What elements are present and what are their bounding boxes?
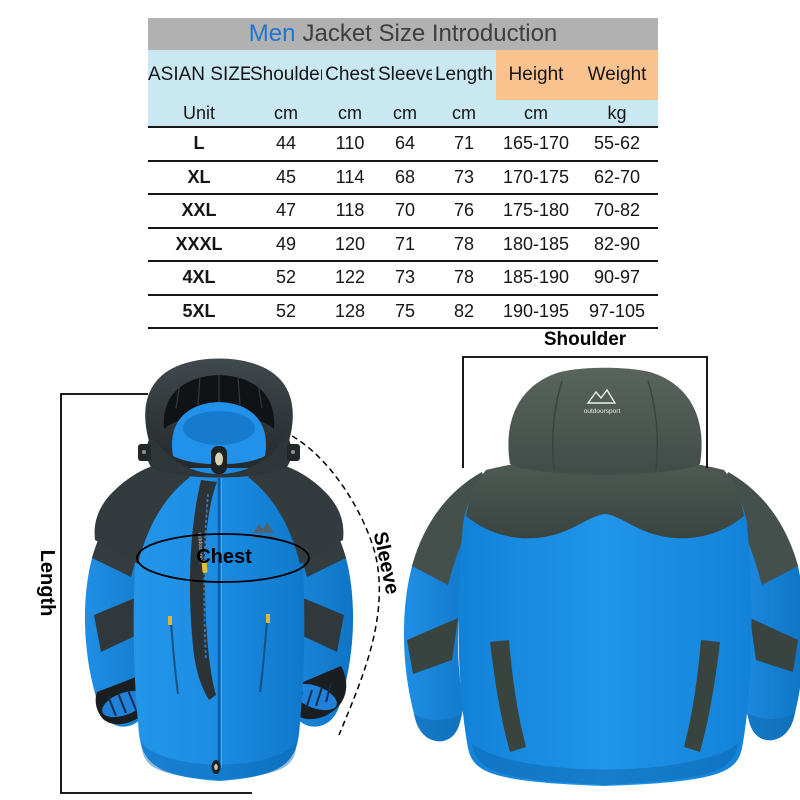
size-label: XL <box>148 160 250 195</box>
cell: 165-170 <box>496 126 576 162</box>
front-center-zipper <box>211 478 222 774</box>
col-header-height: Height <box>496 50 576 100</box>
front-left-shoulder-panel <box>94 463 190 564</box>
table-row: XXXL 49 120 71 78 180-185 82-90 <box>148 227 659 262</box>
cell: 62-70 <box>576 160 659 195</box>
col-header-weight: Weight <box>576 50 659 100</box>
cell: 180-185 <box>496 227 576 262</box>
back-hood: outdoorsport <box>508 367 702 475</box>
cell: 185-190 <box>496 261 576 296</box>
cell: 170-175 <box>496 160 576 195</box>
table-unit-row: Unit cm cm cm cm cm kg <box>148 100 659 127</box>
unit-cell: Unit <box>148 100 250 127</box>
front-hood <box>138 358 300 478</box>
col-header-asian-size: ASIAN SIZE <box>148 50 250 100</box>
chest-measure-label: Chest <box>196 546 252 568</box>
cell: 82-90 <box>576 227 659 262</box>
unit-cell: cm <box>378 100 432 127</box>
mountain-logo-icon <box>586 388 617 404</box>
front-hem-shadow <box>141 742 297 780</box>
length-measure-line <box>60 393 252 794</box>
size-table: Men Jacket Size Introduction ASIAN SIZE S… <box>148 18 659 329</box>
sleeve-measure-dashed-line <box>291 435 381 736</box>
size-label: 4XL <box>148 261 250 296</box>
cell: 55-62 <box>576 126 659 162</box>
cell: 110 <box>322 126 378 162</box>
cell: 97-105 <box>576 294 659 329</box>
cell: 118 <box>322 194 378 229</box>
jacket-back-view: outdoorsport <box>403 367 800 786</box>
col-header-length: Length <box>432 50 496 100</box>
cell: 73 <box>432 160 496 195</box>
cell: 71 <box>378 227 432 262</box>
cell: 52 <box>250 261 322 296</box>
cell: 64 <box>378 126 432 162</box>
back-left-side-panel <box>490 640 526 752</box>
cell: 114 <box>322 160 378 195</box>
cell: 52 <box>250 294 322 329</box>
cell: 190-195 <box>496 294 576 329</box>
size-label: 5XL <box>148 294 250 329</box>
back-body <box>458 476 752 786</box>
chest-stripe-micro-text: outdoorsport <box>196 532 203 564</box>
cell: 78 <box>432 227 496 262</box>
cell: 45 <box>250 160 322 195</box>
cell: 75 <box>378 294 432 329</box>
front-pocket-zips <box>168 614 270 695</box>
unit-cell: cm <box>432 100 496 127</box>
unit-cell: kg <box>576 100 659 127</box>
cell: 122 <box>322 261 378 296</box>
back-yoke <box>466 457 744 539</box>
unit-cell: cm <box>250 100 322 127</box>
cell: 128 <box>322 294 378 329</box>
table-row: XL 45 114 68 73 170-175 62-70 <box>148 160 659 195</box>
length-measure-label: Length <box>36 549 58 617</box>
table-row: 5XL 52 128 75 82 190-195 97-105 <box>148 294 659 329</box>
title-rest: Jacket Size Introduction <box>302 20 558 47</box>
cell: 68 <box>378 160 432 195</box>
table-header-row: ASIAN SIZE Shoulder Chest Sleeve Length … <box>148 50 659 100</box>
col-header-chest: Chest <box>322 50 378 100</box>
measurement-guides <box>60 356 708 794</box>
cell: 71 <box>432 126 496 162</box>
table-title-row: Men Jacket Size Introduction <box>148 18 659 50</box>
cell: 120 <box>322 227 378 262</box>
shoulder-bracket-line <box>462 356 708 468</box>
cell: 175-180 <box>496 194 576 229</box>
title-brand-word: Men <box>248 20 296 47</box>
size-label: L <box>148 126 250 162</box>
back-right-side-panel <box>684 640 720 752</box>
size-label: XXL <box>148 194 250 229</box>
cell: 44 <box>250 126 322 162</box>
chest-measure-ellipse <box>136 533 310 583</box>
cell: 78 <box>432 261 496 296</box>
jacket-front-view: outdoorsport <box>84 358 354 781</box>
hood-logo-text: outdoorsport <box>584 408 621 415</box>
cell: 49 <box>250 227 322 262</box>
cell: 82 <box>432 294 496 329</box>
size-label: XXXL <box>148 227 250 262</box>
unit-cell: cm <box>322 100 378 127</box>
hood-brand-logo: outdoorsport <box>584 388 621 415</box>
table-row: L 44 110 64 71 165-170 55-62 <box>148 126 659 162</box>
cell: 90-97 <box>576 261 659 296</box>
table-row: XXL 47 118 70 76 175-180 70-82 <box>148 194 659 229</box>
cell: 47 <box>250 194 322 229</box>
col-header-shoulder: Shoulder <box>250 50 322 100</box>
back-hem-shadow <box>472 744 738 785</box>
unit-cell: cm <box>496 100 576 127</box>
table-row: 4XL 52 122 73 78 185-190 90-97 <box>148 261 659 296</box>
col-header-sleeve: Sleeve <box>378 50 432 100</box>
cell: 70-82 <box>576 194 659 229</box>
cell: 70 <box>378 194 432 229</box>
page-title: Men Jacket Size Introduction <box>148 18 659 50</box>
shoulder-measure-label: Shoulder <box>543 329 627 350</box>
front-right-shoulder-panel <box>248 463 344 564</box>
cell: 73 <box>378 261 432 296</box>
cell: 76 <box>432 194 496 229</box>
